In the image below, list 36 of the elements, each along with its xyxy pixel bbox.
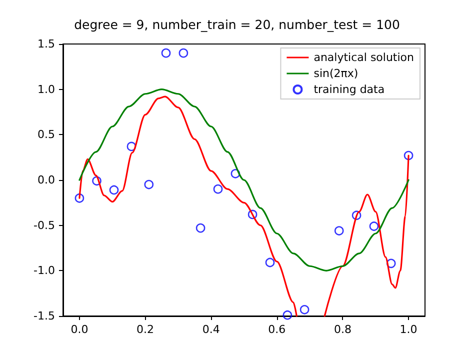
y-tick-label: 0.5 bbox=[38, 128, 55, 142]
point bbox=[386, 258, 396, 268]
x-tick-label: 0.4 bbox=[202, 323, 220, 336]
point bbox=[109, 185, 119, 195]
y-tick-label: -0.5 bbox=[34, 218, 55, 232]
point bbox=[213, 184, 223, 194]
x-tick-label: 0.0 bbox=[70, 323, 88, 336]
point bbox=[230, 169, 240, 178]
point bbox=[404, 150, 414, 160]
point bbox=[92, 176, 102, 186]
point bbox=[126, 142, 136, 152]
y-tick-label: 0.0 bbox=[38, 174, 55, 186]
point bbox=[196, 223, 206, 233]
point bbox=[352, 210, 362, 220]
x-tick-label: 0.8 bbox=[334, 323, 352, 336]
point bbox=[161, 48, 171, 58]
point bbox=[248, 210, 258, 220]
x-tick-label: 0.2 bbox=[136, 323, 154, 336]
x-tick-label: 1.0 bbox=[400, 323, 418, 336]
y-tick-label: -1.0 bbox=[34, 264, 55, 278]
y-tick-label: 1.5 bbox=[38, 38, 55, 50]
legend-label: analytical solution bbox=[314, 51, 414, 64]
point bbox=[144, 180, 154, 190]
point bbox=[300, 305, 310, 314]
chart-title: degree = 9, number_train = 20, number_test = 100 bbox=[74, 17, 400, 32]
point bbox=[265, 258, 275, 268]
y-tick-label: 1.0 bbox=[38, 82, 55, 96]
point bbox=[74, 193, 84, 203]
legend-label: training data bbox=[314, 83, 385, 96]
legend-label: sin(2πx) bbox=[314, 67, 358, 80]
y-tick-label: -1.5 bbox=[34, 310, 55, 322]
point bbox=[178, 48, 188, 58]
point bbox=[282, 310, 292, 320]
point bbox=[369, 222, 379, 231]
point bbox=[334, 226, 344, 236]
x-tick-label: 0.6 bbox=[268, 323, 286, 336]
